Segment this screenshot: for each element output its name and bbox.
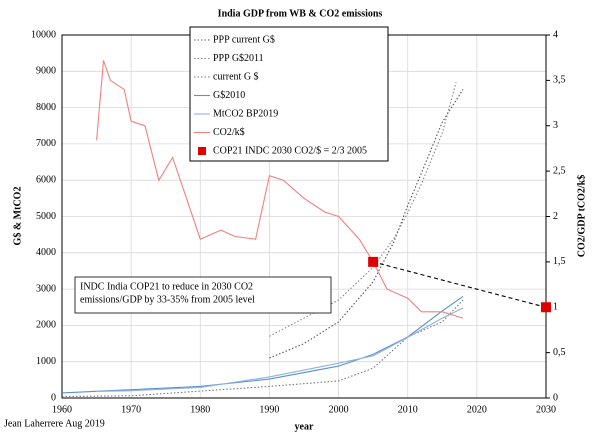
- x-tick-label: 2030: [536, 404, 556, 415]
- y2-tick-label: 1,5: [553, 256, 566, 267]
- y-tick-label: 0: [51, 392, 56, 403]
- legend-label: CO2/k$: [213, 127, 245, 138]
- footer: Jean Laherrere Aug 2019: [4, 418, 105, 429]
- y2-axis-label: CO2/GDP tCO2/k$: [576, 175, 587, 258]
- series-line: [61, 299, 464, 398]
- x-axis-label: year: [295, 421, 314, 432]
- legend-label: MtCO2 BP2019: [213, 108, 278, 119]
- y-tick-label: 8000: [36, 102, 56, 113]
- y-tick-label: 2000: [36, 320, 56, 331]
- y2-tick-label: 0: [553, 392, 558, 403]
- legend-box: [189, 26, 389, 162]
- x-tick-label: 1980: [190, 404, 210, 415]
- y-tick-label: 6000: [36, 174, 56, 185]
- x-tick-label: 1970: [121, 404, 141, 415]
- y2-tick-label: 1: [553, 302, 558, 313]
- legend-label: PPP G$2011: [213, 53, 264, 64]
- legend-label: COP21 INDC 2030 CO2/$ = 2/3 2005: [213, 145, 367, 156]
- x-tick-label: 1960: [52, 404, 72, 415]
- series-line: [269, 89, 464, 359]
- x-tick-label: 1990: [259, 404, 279, 415]
- series-line: [96, 307, 464, 393]
- y-tick-label: 7000: [36, 138, 56, 149]
- y2-tick-label: 3,5: [553, 75, 566, 86]
- y2-tick-label: 3: [553, 120, 558, 131]
- chart-title: India GDP from WB & CO2 emissions: [218, 8, 383, 19]
- annotation-box: [74, 276, 332, 314]
- series-line: [269, 82, 457, 337]
- y-axis-label: G$ & MtCO2: [12, 187, 23, 246]
- series-line: [372, 261, 547, 308]
- marker: [368, 256, 379, 267]
- x-tick-label: 2020: [467, 404, 487, 415]
- y-tick-label: 10000: [31, 29, 56, 40]
- y-tick-label: 3000: [36, 283, 56, 294]
- y2-tick-label: 0,5: [553, 347, 566, 358]
- x-tick-label: 2000: [329, 404, 349, 415]
- y2-tick-label: 2,5: [553, 165, 566, 176]
- legend-label: G$2010: [213, 90, 245, 101]
- legend-label: PPP current G$: [213, 34, 275, 45]
- legend-label: current G $: [213, 71, 259, 82]
- y-tick-label: 9000: [36, 66, 56, 77]
- legend-marker: [198, 147, 206, 155]
- annotation-text: INDC India COP21 to reduce in 2030 CO2: [80, 281, 253, 292]
- x-tick-label: 2010: [398, 404, 418, 415]
- series-line: [96, 60, 464, 319]
- y-tick-label: 5000: [36, 211, 56, 222]
- series-line: [61, 295, 464, 394]
- marker: [541, 302, 551, 313]
- y2-tick-label: 4: [553, 29, 558, 40]
- y-tick-label: 4000: [36, 247, 56, 258]
- annotation-text: emissions/GDP by 33-35% from 2005 level: [80, 294, 255, 305]
- y-tick-label: 1000: [36, 356, 56, 367]
- y2-tick-label: 2: [553, 211, 558, 222]
